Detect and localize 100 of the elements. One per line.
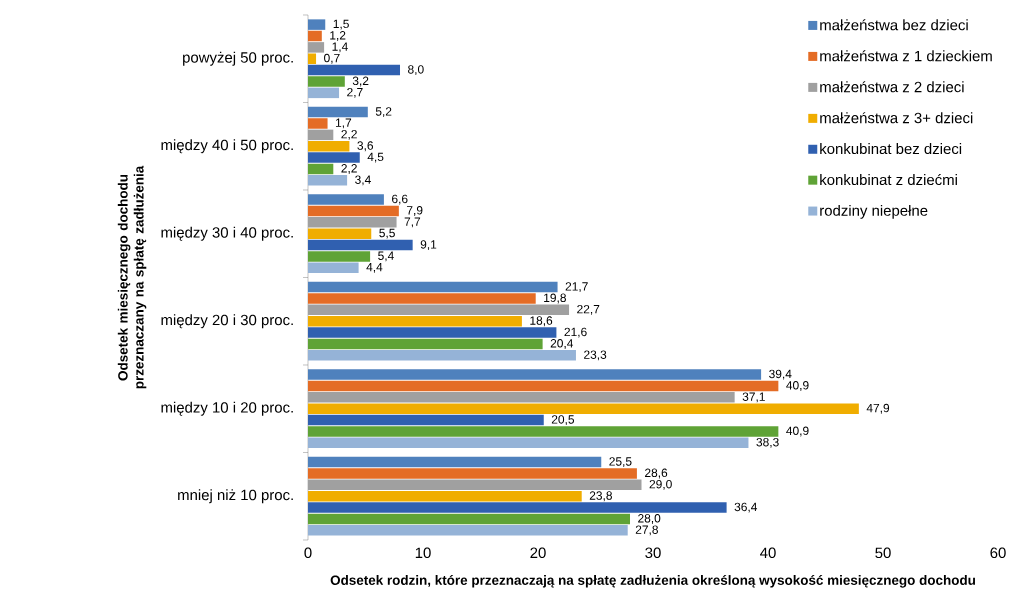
data-label: 47,9 xyxy=(866,403,890,414)
bar xyxy=(308,456,602,468)
bar xyxy=(308,369,762,380)
x-tick-label: 40 xyxy=(760,547,776,559)
data-label: 3,4 xyxy=(355,175,371,186)
bar xyxy=(308,42,325,53)
data-label: 7,9 xyxy=(406,206,423,216)
data-label: 25,5 xyxy=(609,457,632,468)
legend-label: konkubinat z dziećmi xyxy=(820,173,957,186)
data-label: 36,4 xyxy=(734,502,758,513)
bar xyxy=(308,525,628,536)
bar xyxy=(308,513,631,525)
data-label: 37,1 xyxy=(742,392,765,403)
data-label: 3,6 xyxy=(357,141,374,152)
bar xyxy=(308,152,360,163)
bar xyxy=(308,129,334,141)
bar xyxy=(308,53,317,64)
bar xyxy=(308,217,397,228)
bar xyxy=(308,468,637,479)
data-label: 2,7 xyxy=(347,87,363,98)
data-label: 1,4 xyxy=(332,42,348,53)
bar xyxy=(308,87,340,99)
bar xyxy=(308,194,384,205)
x-tick-label: 50 xyxy=(875,547,891,559)
bar xyxy=(308,414,544,426)
bar xyxy=(308,228,372,239)
bar xyxy=(308,304,570,316)
legend-label: rodziny niepełne xyxy=(820,204,928,219)
data-label: 5,5 xyxy=(379,228,395,239)
data-label: 40,9 xyxy=(786,381,809,391)
data-label: 1,7 xyxy=(335,118,352,129)
data-label: 1,5 xyxy=(333,19,349,30)
bar xyxy=(308,426,779,437)
y-tick-label: powyżej 50 proc. xyxy=(183,51,293,66)
bar xyxy=(308,118,328,129)
data-label: 8,0 xyxy=(408,65,424,76)
y-tick-label: między 40 i 50 proc. xyxy=(161,139,293,154)
bar xyxy=(308,106,368,118)
bar xyxy=(308,30,322,42)
legend-label: małżeństwa z 3+ dzieci xyxy=(820,112,973,124)
x-tick-label: 10 xyxy=(415,547,431,559)
bar xyxy=(308,205,399,217)
bar xyxy=(308,19,326,30)
data-label: 7,7 xyxy=(404,217,421,228)
bar xyxy=(308,327,557,338)
data-label: 2,2 xyxy=(341,129,357,140)
data-label: 5,4 xyxy=(378,251,394,262)
bar xyxy=(308,380,779,392)
data-label: 23,3 xyxy=(584,350,607,361)
bar xyxy=(308,239,413,251)
data-label: 0,7 xyxy=(324,53,340,64)
data-label: 29,0 xyxy=(649,479,672,490)
legend-label: konkubinat bez dzieci xyxy=(820,143,962,155)
data-label: 23,8 xyxy=(589,491,612,502)
y-tick-label: między 30 i 40 proc. xyxy=(161,226,293,241)
legend-label: małżeństwa bez dzieci xyxy=(820,19,968,31)
bar xyxy=(308,490,582,502)
data-label: 1,2 xyxy=(330,31,346,41)
bar xyxy=(308,251,371,262)
bar xyxy=(308,76,345,87)
data-label: 20,4 xyxy=(550,339,574,349)
bar xyxy=(308,175,348,186)
bar xyxy=(308,64,401,76)
data-label: 39,4 xyxy=(769,369,792,380)
data-label: 4,4 xyxy=(366,262,383,273)
y-tick-label: mniej niż 10 proc. xyxy=(178,489,293,504)
data-label: 22,7 xyxy=(577,304,600,315)
y-tick-label: między 20 i 30 proc. xyxy=(161,314,293,329)
bar xyxy=(308,502,727,513)
bar xyxy=(308,403,859,414)
bar xyxy=(308,293,536,304)
data-label: 20,5 xyxy=(551,415,575,426)
bar xyxy=(308,392,735,403)
x-tick-label: 0 xyxy=(304,547,312,559)
legend-label: małżeństwa z 1 dzieckiem xyxy=(820,50,992,62)
x-axis-title: Odsetek rodzin, które przeznaczają na spłatę zadłużenia określoną wysokość miesięcznego dochodu xyxy=(330,574,975,588)
data-label: 27,8 xyxy=(635,525,658,536)
x-tick-label: 30 xyxy=(645,547,661,559)
data-label: 28,0 xyxy=(638,514,661,524)
data-label: 6,6 xyxy=(392,194,408,205)
data-label: 19,8 xyxy=(544,293,566,304)
data-label: 40,9 xyxy=(786,426,809,437)
bar xyxy=(308,479,642,491)
bar xyxy=(308,338,543,350)
data-label: 9,1 xyxy=(420,240,437,251)
data-label: 5,2 xyxy=(375,107,392,118)
data-label: 21,6 xyxy=(564,327,587,338)
bar xyxy=(308,281,558,293)
y-axis-title: Odsetek miesięcznego dochodu przeznaczany na spłatę zadłużenia xyxy=(117,165,147,389)
bar xyxy=(308,163,334,175)
data-label: 28,6 xyxy=(645,468,668,479)
bar xyxy=(308,437,749,449)
x-tick-label: 20 xyxy=(530,547,546,559)
bar xyxy=(308,262,359,274)
data-label: 4,5 xyxy=(367,152,384,163)
data-label: 3,2 xyxy=(352,76,369,87)
data-label: 21,7 xyxy=(565,282,588,293)
bar xyxy=(308,140,350,152)
bar xyxy=(308,315,522,327)
legend-label: małżeństwa z 2 dzieci xyxy=(820,81,964,93)
